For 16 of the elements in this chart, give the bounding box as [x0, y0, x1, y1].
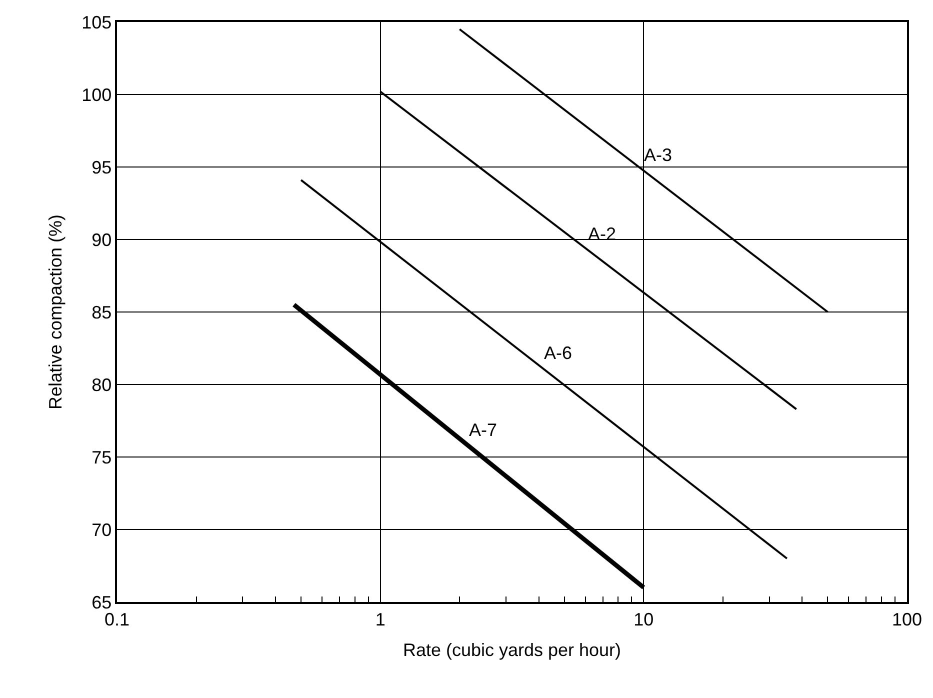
- x-axis-title: Rate (cubic yards per hour): [402, 640, 622, 660]
- y-tick-label: 85: [92, 302, 112, 322]
- y-tick-label: 95: [92, 157, 112, 178]
- y-tick-label: 90: [92, 230, 112, 250]
- x-tick-label: 100: [892, 609, 922, 630]
- y-axis-title: Relative compaction (%): [45, 214, 66, 410]
- x-tick-label: 10: [634, 609, 654, 630]
- series-label: A-7: [469, 420, 498, 440]
- y-tick-label: 75: [92, 447, 112, 468]
- series-label: A-3: [644, 145, 672, 165]
- y-tick-label: 100: [82, 84, 112, 105]
- y-tick-label: 70: [92, 520, 112, 540]
- y-tick-label: 105: [82, 12, 112, 32]
- series-label: A-6: [544, 343, 572, 363]
- y-tick-label: 80: [92, 374, 112, 395]
- x-tick-label: 1: [375, 609, 386, 630]
